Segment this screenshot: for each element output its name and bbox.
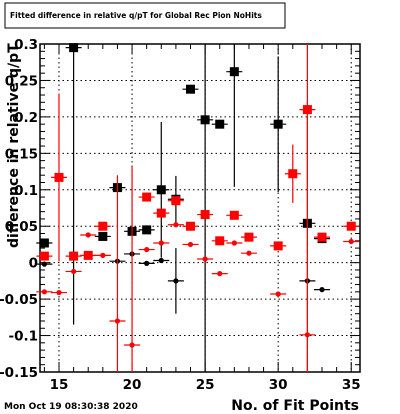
data-point: [98, 221, 108, 231]
data-point: [142, 192, 152, 202]
data-point: [348, 238, 354, 245]
data-series: [36, 43, 360, 372]
data-point: [129, 342, 135, 348]
data-point: [39, 238, 49, 248]
data-point: [186, 221, 196, 231]
data-point: [346, 221, 356, 231]
data-point: [187, 241, 194, 248]
data-point: [273, 119, 283, 129]
data-point: [41, 289, 47, 295]
data-point: [215, 119, 225, 129]
x-tick-label: 35: [342, 377, 361, 393]
data-point: [142, 225, 152, 235]
data-point: [171, 196, 181, 206]
data-point: [41, 261, 47, 267]
data-point: [114, 318, 121, 324]
y-tick-label: -0.1: [8, 329, 38, 345]
data-point: [229, 210, 239, 220]
data-point: [288, 169, 298, 179]
data-point: [317, 232, 327, 242]
data-point: [56, 289, 62, 296]
data-point: [144, 260, 150, 266]
data-point: [229, 67, 239, 77]
y-tick-label: 0: [29, 256, 38, 272]
data-point: [156, 185, 166, 195]
tick-labels: 15 20 25 30 35 -0.15 -0.1 -0.05 0 0.05 0.1 0.15 0.2 0…: [0, 37, 361, 393]
data-point: [273, 241, 283, 251]
x-axis-title: No. of Fit Points: [231, 398, 359, 414]
plot-area: [39, 43, 361, 373]
data-point: [173, 222, 179, 228]
y-axis-title: difference in relative q/pT: [6, 43, 22, 248]
data-point: [85, 232, 91, 238]
y-tick-label: 0.05: [5, 219, 38, 235]
data-point: [69, 251, 79, 261]
data-point: [98, 231, 108, 241]
data-point: [202, 256, 208, 262]
x-tick-label: 20: [123, 377, 142, 393]
data-point: [186, 84, 196, 94]
axis-ticks: [40, 43, 360, 373]
data-point: [215, 236, 225, 246]
x-tick-label: 15: [50, 377, 69, 393]
title-box: [4, 2, 286, 29]
data-point: [83, 250, 93, 260]
data-point: [217, 271, 223, 277]
data-point: [231, 240, 237, 246]
data-point: [156, 208, 166, 218]
y-tick-label: 0.2: [14, 110, 38, 126]
data-point: [244, 232, 254, 242]
y-tick-label: -0.05: [0, 292, 38, 308]
data-point: [144, 246, 150, 253]
data-point: [319, 287, 325, 293]
y-tick-label: 0.15: [5, 146, 38, 162]
timestamp: Mon Oct 19 08:30:38 2020: [4, 402, 138, 412]
x-tick-label: 30: [269, 377, 288, 393]
data-point: [71, 268, 77, 275]
data-point: [275, 291, 281, 297]
data-point: [304, 332, 310, 338]
data-point: [158, 257, 164, 264]
data-point: [54, 172, 64, 182]
y-tick-label: 0.3: [14, 37, 38, 53]
data-point: [100, 252, 106, 258]
data-point: [200, 210, 210, 220]
data-point: [173, 278, 179, 284]
data-point: [158, 240, 164, 246]
y-tick-label: 0.1: [14, 183, 38, 199]
data-point: [246, 250, 252, 256]
y-tick-label: 0.25: [5, 73, 38, 89]
data-point: [69, 43, 79, 53]
data-point: [200, 115, 210, 125]
y-tick-label: -0.15: [0, 365, 38, 381]
data-point: [39, 251, 49, 261]
chart-title: Fitted difference in relative q/pT for G…: [10, 11, 262, 20]
x-tick-label: 25: [196, 377, 215, 393]
